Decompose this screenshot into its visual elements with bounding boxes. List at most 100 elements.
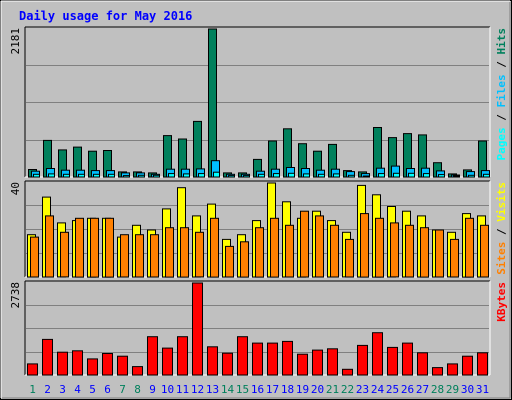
bar-kbytes-26 — [402, 342, 413, 376]
bar-pages-30 — [468, 174, 475, 178]
bar-kbytes-16 — [252, 342, 263, 376]
bar-pages-1 — [33, 173, 40, 178]
x-tick-label: 8 — [134, 383, 141, 396]
bar-kbytes-6 — [102, 353, 113, 376]
panels: 2181 Pages / Files / Hits 40 Sites / Visits… — [9, 26, 508, 376]
bar-pages-14 — [228, 175, 235, 178]
bar-sites-28 — [435, 229, 444, 278]
bar-sites-26 — [405, 224, 414, 278]
side-legend-kbytes: KBytes — [495, 282, 508, 322]
bar-sites-18 — [285, 224, 294, 278]
legend-separator: / — [495, 108, 508, 128]
x-tick-label: 13 — [206, 383, 219, 396]
bar-kbytes-3 — [57, 351, 68, 376]
legend-pages: Pages — [495, 127, 508, 160]
bar-kbytes-5 — [87, 358, 98, 376]
bar-sites-11 — [180, 227, 189, 278]
x-tick-label: 12 — [191, 383, 204, 396]
bar-kbytes-28 — [432, 367, 443, 376]
bar-kbytes-17 — [267, 342, 278, 376]
bar-pages-17 — [273, 173, 280, 178]
x-tick-label: 10 — [161, 383, 174, 396]
bar-kbytes-18 — [282, 340, 293, 376]
bar-pages-19 — [303, 173, 310, 178]
bar-sites-29 — [450, 238, 459, 278]
bar-pages-31 — [483, 173, 490, 178]
bar-kbytes-27 — [417, 352, 428, 376]
bar-sites-20 — [315, 215, 324, 278]
x-tick-label: 23 — [356, 383, 369, 396]
bar-kbytes-10 — [162, 347, 173, 376]
x-tick-label: 17 — [266, 383, 279, 396]
x-tick-label: 27 — [416, 383, 429, 396]
bar-pages-7 — [123, 175, 130, 178]
legend-files: Files — [495, 74, 508, 107]
y-max-label: 40 — [9, 182, 22, 195]
y-max-label: 2181 — [9, 28, 22, 55]
x-tick-label: 14 — [221, 383, 235, 396]
bar-sites-30 — [465, 217, 474, 278]
bar-kbytes-23 — [357, 344, 368, 376]
x-tick-label: 7 — [119, 383, 126, 396]
bar-kbytes-12 — [192, 282, 203, 376]
bar-kbytes-11 — [177, 336, 188, 376]
bar-sites-24 — [375, 217, 384, 278]
bar-pages-22 — [348, 174, 355, 178]
bar-kbytes-4 — [72, 350, 83, 376]
bar-sites-2 — [45, 215, 54, 278]
bar-pages-21 — [333, 173, 340, 178]
bar-pages-15 — [243, 175, 250, 178]
bar-pages-4 — [78, 173, 85, 178]
x-tick-label: 4 — [74, 383, 81, 396]
x-tick-label: 20 — [311, 383, 324, 396]
bar-kbytes-14 — [222, 352, 233, 376]
bar-pages-3 — [63, 173, 70, 178]
bar-sites-1 — [30, 236, 39, 278]
panel-hits-files-pages: 2181 Pages / Files / Hits — [9, 26, 508, 178]
side-legend-visits-sites: Sites / Visits — [495, 182, 508, 275]
chart-title: Daily usage for May 2016 — [19, 9, 192, 23]
bar-sites-5 — [90, 217, 99, 278]
bar-pages-29 — [453, 175, 460, 178]
bar-sites-22 — [345, 238, 354, 278]
bar-kbytes-13 — [207, 346, 218, 376]
bar-pages-26 — [408, 172, 415, 178]
bar-pages-13 — [213, 171, 220, 178]
bar-pages-2 — [48, 173, 55, 178]
bar-sites-6 — [105, 217, 114, 278]
x-tick-label: 29 — [446, 383, 459, 396]
x-tick-label: 2 — [44, 383, 51, 396]
bar-kbytes-1 — [27, 363, 38, 376]
bar-pages-23 — [363, 175, 370, 178]
bar-pages-11 — [183, 173, 190, 178]
x-tick-label: 6 — [104, 383, 111, 396]
x-tick-label: 31 — [476, 383, 489, 396]
bar-sites-13 — [210, 217, 219, 278]
x-tick-label: 19 — [296, 383, 309, 396]
x-tick-label: 18 — [281, 383, 294, 396]
x-tick-label: 1 — [29, 383, 36, 396]
x-axis-labels: 1 2 3 4 5 6 7 8 9 10 11 12 13 14 15 16 17 18 19 20 21 22 23 24 2… — [29, 383, 489, 396]
bar-kbytes-24 — [372, 332, 383, 376]
bar-pages-25 — [393, 172, 400, 178]
bar-kbytes-7 — [117, 355, 128, 376]
y-max-label: 2738 — [9, 282, 22, 309]
x-tick-label: 24 — [371, 383, 385, 396]
x-tick-label: 21 — [326, 383, 339, 396]
bar-pages-9 — [153, 174, 160, 178]
bar-sites-15 — [240, 241, 249, 278]
bar-pages-6 — [108, 173, 115, 178]
bar-sites-4 — [75, 217, 84, 278]
bar-sites-10 — [165, 227, 174, 278]
x-tick-label: 28 — [431, 383, 444, 396]
bar-sites-21 — [330, 224, 339, 278]
bar-sites-12 — [195, 231, 204, 278]
x-tick-label: 11 — [176, 383, 189, 396]
panel-visits-sites: 40 Sites / Visits — [9, 180, 508, 278]
bar-sites-14 — [225, 245, 234, 278]
legend-visits: Visits — [495, 182, 508, 222]
bar-sites-3 — [60, 231, 69, 278]
bar-sites-9 — [150, 234, 159, 278]
bar-pages-8 — [138, 174, 145, 178]
